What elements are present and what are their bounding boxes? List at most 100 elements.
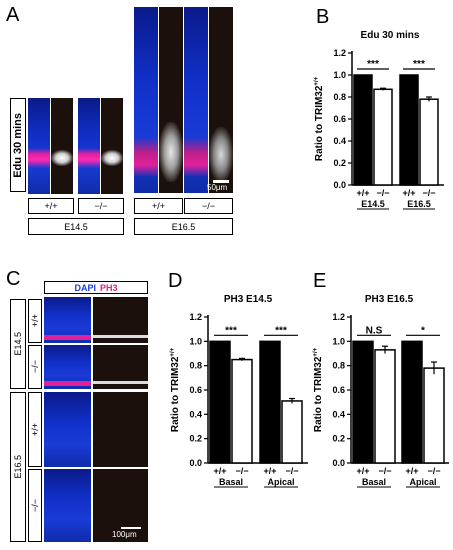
bar: [281, 400, 303, 464]
chart-title: Edu 30 mins: [361, 30, 420, 41]
scale-label-c: 100μm: [112, 530, 137, 539]
group-label: E14.5: [361, 199, 385, 209]
stain-dapi-label: DAPI: [74, 282, 96, 293]
y-axis-label: Ratio to TRIM32+/+: [313, 347, 324, 432]
y-tick-label: 1.0: [332, 336, 345, 346]
group-label: Apical: [267, 477, 294, 487]
micrograph-c-e165-wt-ph3: [93, 392, 148, 467]
y-tick-label: 0.6: [189, 385, 202, 395]
scale-bar-c: [121, 527, 141, 529]
significance-label: ***: [367, 59, 379, 70]
micrograph-a-e165-wt-dapi: [134, 7, 158, 193]
x-tick-label: +/+: [405, 466, 418, 476]
genotype-label-c-text: −/−: [30, 498, 40, 512]
genotype-label-c: +/+: [28, 392, 42, 467]
significance-label: ***: [275, 325, 287, 336]
micrograph-c-e145-wt-merge: [44, 297, 91, 343]
row-label-edu-text: Edu 30 mins: [12, 112, 24, 178]
y-axis-label-superscript: +/+: [314, 76, 320, 85]
bar: [231, 358, 253, 464]
y-tick-label: 0.6: [333, 114, 346, 124]
micrograph-a-e145-wt-dapi: [28, 98, 50, 194]
bar: [353, 74, 373, 186]
bar: [419, 98, 439, 186]
group-label: E16.5: [407, 199, 431, 209]
y-axis-label: Ratio to TRIM32+/+: [314, 76, 325, 161]
scale-label-a: 50μm: [207, 183, 228, 192]
stage-label: E16.5: [134, 218, 233, 235]
y-tick-label: 1.2: [189, 312, 202, 322]
micrograph-c-e165-ko-ph3: [93, 469, 148, 542]
x-tick-label: +/+: [356, 466, 369, 476]
y-tick-label: 0.4: [189, 409, 202, 419]
stage-label-c-e165: E16.5: [10, 392, 26, 542]
panel-letter-c: C: [6, 268, 21, 290]
significance-label: N.S: [366, 325, 383, 336]
panel-letter-e: E: [313, 270, 327, 292]
y-tick-label: 1.2: [333, 48, 346, 58]
genotype-label-c-text: +/+: [30, 314, 40, 328]
y-axis-label-superscript: +/+: [170, 347, 176, 356]
y-tick-label: 0.0: [189, 458, 202, 468]
y-tick-label: 0.0: [332, 458, 345, 468]
micrograph-a-e165-ko-edu: [209, 7, 233, 193]
bar: [259, 340, 281, 464]
micrograph-a-e145-ko-dapi: [78, 98, 100, 194]
y-tick-label: 0.2: [333, 158, 346, 168]
bar: [209, 340, 231, 464]
stage-label-c-e145: E14.5: [10, 299, 26, 389]
panel-letter-b: B: [316, 6, 330, 28]
genotype-label-c: +/+: [28, 299, 42, 343]
bar: [423, 367, 445, 464]
group-label: Basal: [219, 477, 243, 487]
stage-label-c-e165-text: E16.5: [13, 455, 23, 479]
genotype-label-c-text: +/+: [30, 422, 40, 436]
significance-label: *: [421, 325, 425, 336]
y-tick-label: 0.4: [333, 136, 346, 146]
stage-label-c-e145-text: E14.5: [13, 332, 23, 356]
y-tick-label: 1.2: [332, 312, 345, 322]
x-tick-label: −/−: [285, 466, 298, 476]
genotype-label: −/−: [78, 198, 124, 214]
bar: [352, 340, 374, 464]
y-axis-label-text: Ratio to TRIM32: [313, 356, 324, 432]
genotype-label: +/+: [134, 198, 183, 214]
significance-label: ***: [413, 59, 425, 70]
y-axis-label-text: Ratio to TRIM32: [170, 356, 181, 432]
x-tick-label: −/−: [378, 466, 391, 476]
x-tick-label: −/−: [235, 466, 248, 476]
panel-letter-d: D: [168, 270, 183, 292]
genotype-label-c-text: −/−: [30, 360, 40, 374]
micrograph-c-e145-ko-merge: [44, 345, 91, 389]
bar: [374, 349, 396, 464]
stage-label: E14.5: [28, 218, 124, 235]
bar: [401, 340, 423, 464]
genotype-label-c: −/−: [28, 469, 42, 542]
y-tick-label: 0.6: [332, 385, 345, 395]
group-label: Basal: [362, 477, 386, 487]
genotype-label-c: −/−: [28, 345, 42, 389]
x-tick-label: −/−: [422, 188, 435, 198]
bar: [373, 88, 393, 186]
scale-bar-a: [213, 180, 229, 183]
genotype-label: −/−: [184, 198, 233, 214]
row-label-edu: Edu 30 mins: [10, 98, 26, 192]
x-tick-label: +/+: [402, 188, 415, 198]
x-tick-label: +/+: [213, 466, 226, 476]
y-tick-label: 0.4: [332, 409, 345, 419]
stain-ph3-label: PH3: [100, 282, 118, 293]
micrograph-c-e145-ko-ph3: [93, 345, 148, 389]
y-axis-label: Ratio to TRIM32+/+: [170, 347, 181, 432]
y-axis-label-superscript: +/+: [313, 347, 319, 356]
group-label: Apical: [409, 477, 436, 487]
genotype-label: +/+: [28, 198, 74, 214]
y-tick-label: 0.8: [333, 92, 346, 102]
micrograph-c-e165-ko-merge: [44, 469, 91, 542]
bar: [399, 74, 419, 186]
significance-label: ***: [225, 325, 237, 336]
x-tick-label: −/−: [427, 466, 440, 476]
micrograph-a-e145-ko-edu: [101, 98, 123, 194]
y-tick-label: 1.0: [333, 70, 346, 80]
